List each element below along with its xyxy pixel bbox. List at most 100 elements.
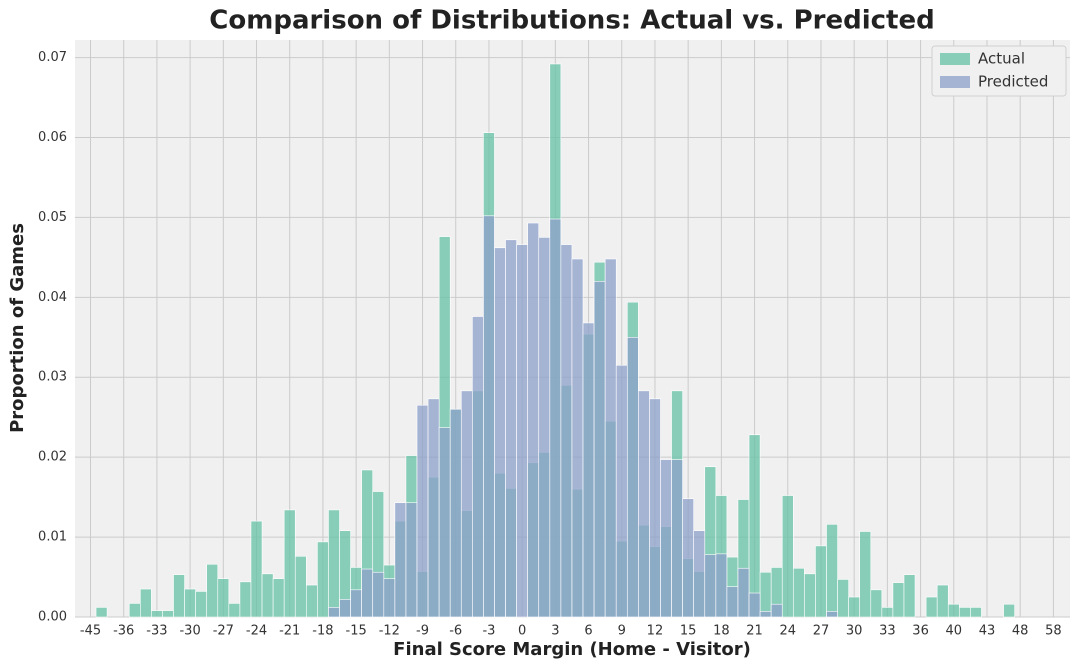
bar — [460, 390, 473, 618]
y-axis-label: Proportion of Games — [7, 223, 28, 433]
bar — [593, 281, 606, 618]
bar — [715, 553, 728, 618]
bar — [505, 239, 517, 618]
x-tick-label: -36 — [113, 624, 134, 639]
legend-label: Actual — [978, 50, 1025, 68]
bar — [748, 434, 761, 618]
bar — [350, 589, 362, 618]
bar — [582, 322, 595, 618]
x-tick-label: -18 — [312, 624, 333, 639]
bar — [483, 215, 495, 618]
bar — [615, 364, 628, 618]
bar — [881, 607, 894, 618]
bar — [184, 588, 196, 618]
bar — [328, 509, 340, 618]
bar — [793, 567, 805, 618]
bar — [294, 555, 307, 618]
x-tick-label: 58 — [1045, 624, 1062, 639]
bar — [328, 607, 340, 618]
x-tick-label: -15 — [346, 624, 367, 639]
x-tick-label: 21 — [746, 624, 763, 639]
legend-swatch — [940, 76, 970, 88]
x-tick-label: 24 — [779, 624, 796, 639]
legend-label: Predicted — [978, 73, 1048, 91]
x-tick-label: -24 — [246, 624, 267, 639]
bar — [726, 586, 739, 618]
bar — [472, 316, 484, 618]
bar — [317, 541, 329, 618]
bar — [228, 603, 241, 618]
bar — [394, 502, 407, 618]
bar — [682, 498, 694, 618]
bar — [151, 610, 163, 618]
x-tick-label: 40 — [946, 624, 963, 639]
x-tick-label: 12 — [647, 624, 664, 639]
x-tick-label: 6 — [584, 624, 592, 639]
y-tick-label: 0.01 — [38, 530, 67, 545]
x-tick-label: 30 — [846, 624, 863, 639]
x-tick-label: 48 — [1012, 624, 1029, 639]
bar — [837, 579, 849, 618]
x-tick-label: 33 — [879, 624, 896, 639]
bar — [770, 603, 783, 618]
legend-swatch — [940, 53, 970, 65]
bar — [405, 502, 418, 618]
x-tick-label: -30 — [179, 624, 200, 639]
bar — [848, 596, 861, 618]
bar — [660, 459, 672, 618]
x-tick-label: 0 — [518, 624, 526, 639]
bar — [804, 573, 816, 618]
bar — [416, 404, 429, 618]
y-tick-label: 0.06 — [38, 130, 67, 145]
bar — [449, 408, 462, 618]
bar — [693, 530, 706, 618]
bar — [903, 574, 916, 618]
bar — [826, 523, 838, 618]
x-tick-label: 9 — [618, 624, 626, 639]
bar — [826, 611, 838, 618]
x-axis-label: Final Score Margin (Home - Visitor) — [393, 639, 751, 660]
y-tick-label: 0.07 — [38, 50, 67, 65]
bar — [604, 258, 617, 618]
x-tick-label: -9 — [416, 624, 429, 639]
bar — [671, 459, 683, 618]
x-tick-label: -12 — [379, 624, 400, 639]
x-tick-label: 36 — [912, 624, 929, 639]
y-tick-label: 0.05 — [38, 210, 67, 225]
bar — [737, 567, 750, 618]
bar — [748, 592, 761, 618]
bar — [140, 588, 152, 618]
bar — [217, 578, 230, 618]
bar — [1003, 603, 1015, 618]
bar — [173, 574, 185, 618]
bar — [870, 589, 883, 618]
bar — [206, 563, 219, 618]
bar — [239, 581, 252, 618]
bar — [936, 584, 949, 618]
bar — [95, 607, 108, 618]
bar — [383, 578, 396, 618]
x-tick-label: 15 — [680, 624, 697, 639]
bar — [339, 599, 351, 618]
bar — [892, 582, 905, 618]
bar — [759, 611, 772, 618]
bar — [638, 390, 650, 618]
bar — [361, 568, 374, 618]
bar — [494, 247, 506, 618]
bar — [947, 603, 960, 618]
bar — [162, 610, 174, 618]
x-tick-label: 3 — [551, 624, 559, 639]
bar — [516, 244, 528, 618]
bar — [959, 607, 971, 618]
bar — [372, 571, 385, 618]
y-tick-label: 0.04 — [38, 290, 67, 305]
y-tick-label: 0.02 — [38, 450, 67, 465]
bar — [626, 336, 639, 618]
bar — [128, 603, 141, 618]
bar — [571, 258, 584, 618]
bar — [549, 218, 562, 618]
bar — [649, 398, 661, 618]
bar — [261, 573, 274, 618]
bar — [250, 520, 263, 618]
x-tick-label: 27 — [813, 624, 830, 639]
